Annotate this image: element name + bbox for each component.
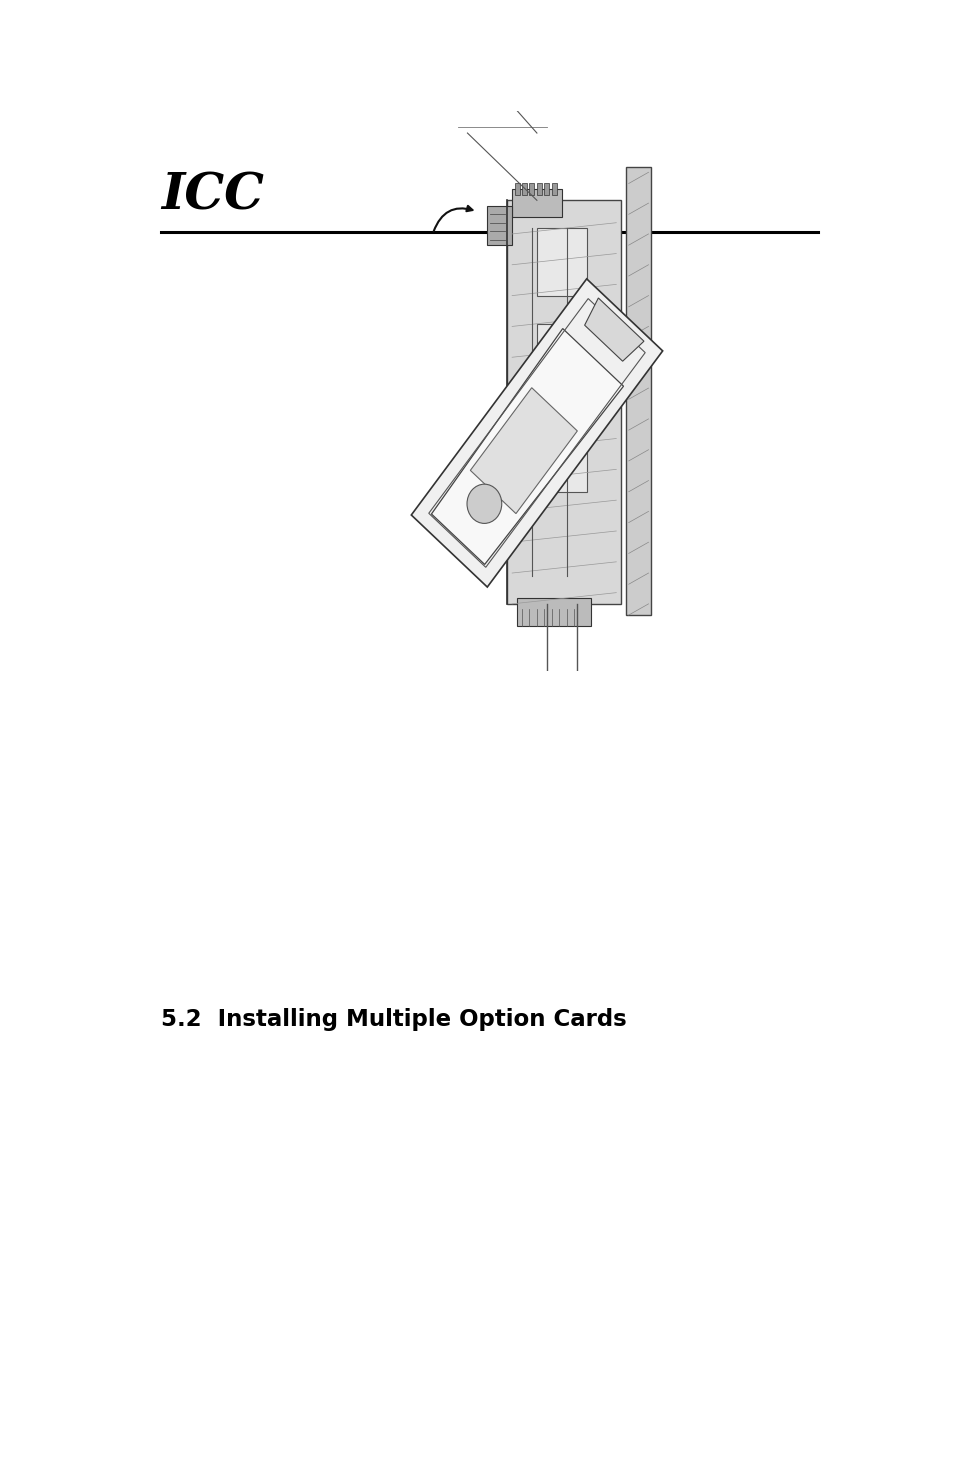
Bar — [625, 167, 650, 615]
Text: 5.2  Installing Multiple Option Cards: 5.2 Installing Multiple Option Cards — [161, 1009, 626, 1031]
Bar — [537, 323, 586, 491]
Polygon shape — [431, 329, 623, 565]
Bar — [517, 599, 591, 627]
Bar — [529, 183, 534, 195]
FancyArrowPatch shape — [434, 207, 472, 232]
Bar — [514, 183, 519, 195]
Polygon shape — [411, 279, 662, 587]
Bar — [537, 229, 586, 295]
Bar — [537, 183, 541, 195]
Bar — [521, 183, 526, 195]
Polygon shape — [470, 388, 577, 513]
Polygon shape — [584, 298, 643, 361]
Bar — [512, 189, 561, 217]
Bar — [551, 183, 557, 195]
Bar — [507, 201, 620, 603]
Bar — [487, 207, 512, 245]
Circle shape — [467, 484, 501, 524]
Text: ICC: ICC — [161, 171, 264, 220]
Bar — [544, 183, 549, 195]
